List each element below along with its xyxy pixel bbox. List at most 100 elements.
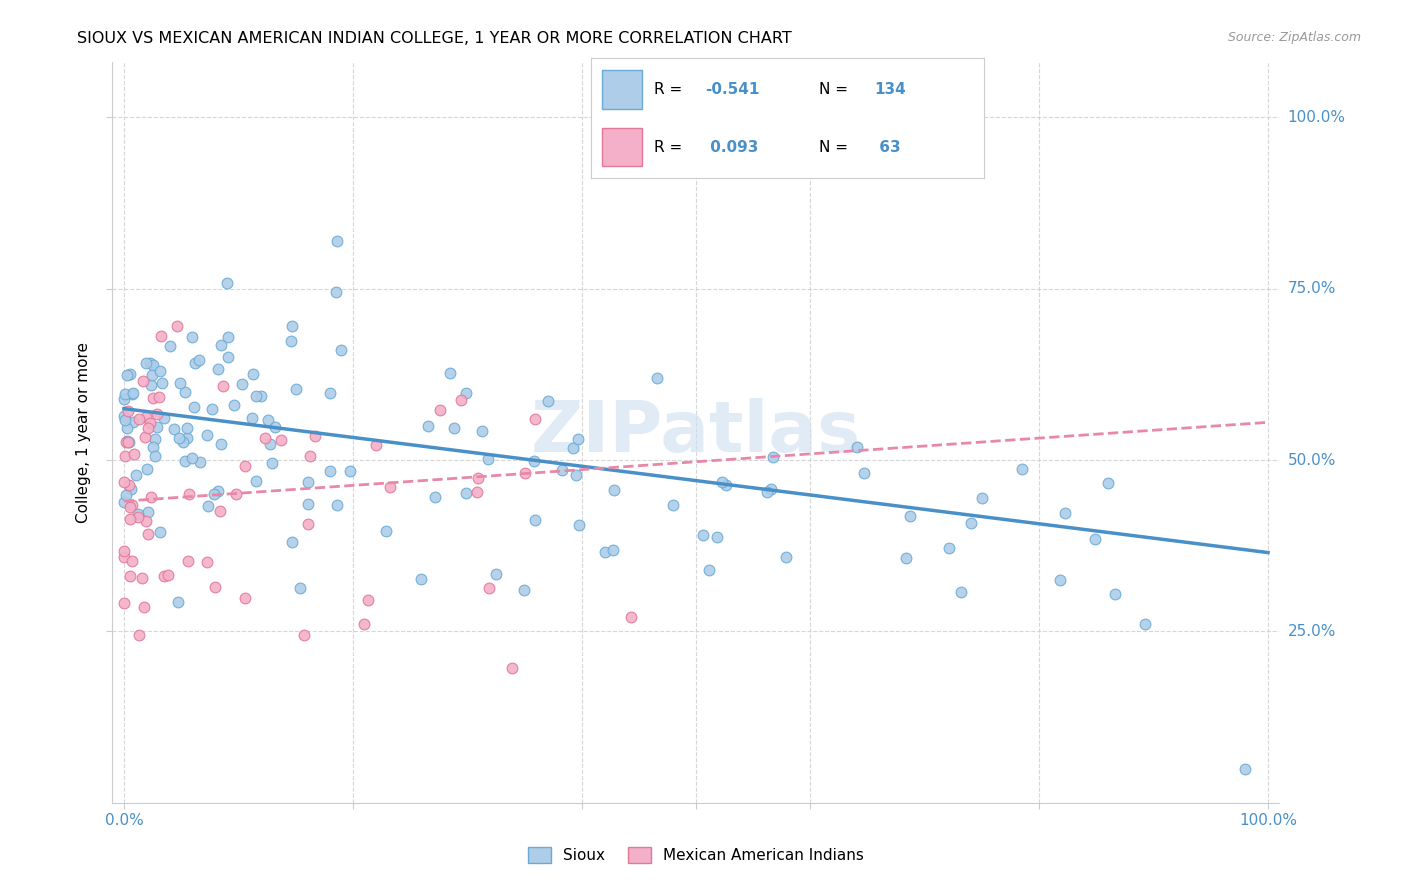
Point: [132, 374, 155, 388]
Point: [409, 572, 432, 586]
Text: N =: N =: [818, 139, 852, 154]
Point: [513, 466, 536, 480]
Y-axis label: College, 1 year or more: College, 1 year or more: [76, 343, 91, 523]
Point: [114, 544, 136, 558]
Point: [163, 422, 186, 436]
Text: ZIPatlas: ZIPatlas: [531, 398, 860, 467]
Text: R =: R =: [654, 82, 686, 97]
Text: 100.0%: 100.0%: [1288, 110, 1346, 125]
Point: [132, 600, 155, 615]
Point: [128, 412, 150, 426]
Point: [692, 527, 714, 541]
Point: [970, 491, 993, 505]
Point: [254, 431, 277, 445]
Point: [114, 450, 136, 464]
Point: [284, 382, 307, 396]
Point: [131, 571, 153, 585]
Point: [467, 471, 489, 485]
Point: [156, 567, 179, 582]
Text: 134: 134: [875, 82, 905, 97]
Point: [513, 582, 536, 597]
Point: [1104, 587, 1126, 601]
Point: [1234, 762, 1257, 776]
Point: [478, 581, 501, 595]
Point: [325, 285, 347, 300]
Point: [245, 474, 267, 488]
Point: [603, 483, 626, 498]
Point: [188, 455, 211, 469]
Point: [134, 430, 156, 444]
Point: [240, 410, 263, 425]
Point: [141, 368, 163, 382]
Point: [112, 392, 135, 406]
Point: [326, 235, 349, 249]
Point: [217, 330, 239, 344]
Point: [551, 463, 574, 477]
Point: [593, 545, 616, 559]
Point: [1054, 506, 1077, 520]
Point: [319, 464, 342, 478]
Point: [122, 385, 145, 400]
Point: [280, 334, 302, 348]
Point: [281, 534, 304, 549]
Point: [121, 499, 143, 513]
Point: [197, 499, 219, 513]
Point: [471, 424, 494, 438]
Point: [1049, 573, 1071, 587]
Text: 50.0%: 50.0%: [1288, 452, 1336, 467]
Point: [112, 475, 135, 489]
Point: [207, 362, 229, 376]
Point: [138, 416, 160, 430]
Point: [142, 440, 165, 454]
Point: [477, 451, 499, 466]
Point: [177, 554, 200, 568]
Point: [443, 420, 465, 434]
Text: R =: R =: [654, 139, 686, 154]
Point: [537, 393, 560, 408]
Point: [260, 456, 283, 470]
Point: [423, 491, 446, 505]
Text: 63: 63: [875, 139, 901, 154]
Point: [146, 407, 169, 421]
Point: [173, 385, 195, 400]
Point: [180, 450, 202, 465]
Point: [845, 440, 868, 454]
Point: [177, 487, 200, 501]
Point: [159, 339, 181, 353]
Point: [209, 338, 232, 352]
Point: [242, 368, 264, 382]
Point: [357, 592, 380, 607]
Point: [1135, 616, 1157, 631]
Point: [353, 616, 375, 631]
Point: [450, 393, 472, 408]
Point: [710, 475, 733, 489]
Point: [121, 387, 143, 401]
Point: [523, 513, 546, 527]
Point: [755, 485, 778, 500]
Point: [128, 628, 150, 642]
Point: [145, 450, 167, 464]
Point: [454, 386, 477, 401]
Point: [1084, 532, 1107, 546]
Point: [485, 567, 508, 582]
Point: [231, 377, 253, 392]
Point: [225, 487, 247, 501]
Point: [135, 409, 157, 424]
Point: [136, 527, 159, 541]
Point: [173, 454, 195, 468]
Point: [374, 524, 396, 538]
Point: [325, 498, 347, 512]
Point: [562, 441, 585, 455]
Point: [298, 449, 321, 463]
Point: [118, 569, 141, 583]
Point: [647, 370, 669, 384]
Point: [209, 503, 232, 517]
Point: [139, 356, 162, 370]
Point: [202, 487, 225, 501]
Point: [429, 403, 451, 417]
Point: [195, 427, 218, 442]
Point: [209, 437, 232, 451]
Point: [250, 389, 273, 403]
Point: [714, 478, 737, 492]
Point: [115, 421, 138, 435]
